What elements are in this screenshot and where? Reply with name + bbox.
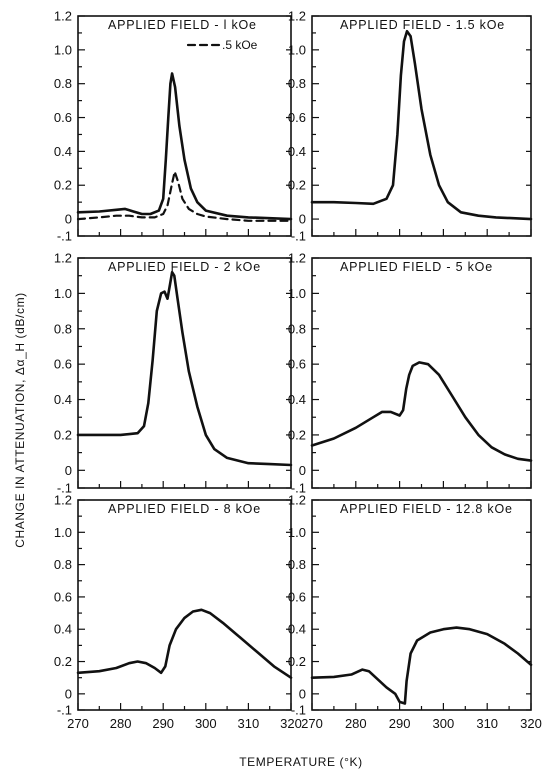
x-tick-label: 300: [195, 716, 217, 731]
y-tick-label: -.1: [57, 703, 72, 718]
y-tick-label: 1.2: [288, 493, 306, 508]
y-tick-label: 1.2: [288, 251, 306, 266]
y-tick-label: 0: [65, 212, 72, 227]
y-tick-label: 1.0: [288, 525, 306, 540]
y-tick-label: 0.8: [54, 557, 72, 572]
panel-5: -.1 0 0.2 0.4 0.6 0.8 1.0 1.2 270 280 290 300 310 320…: [54, 493, 302, 732]
panel-6: -.1 0 0.2 0.4 0.6 0.8 1.0 1.2 270 280 290 300 310 320…: [288, 493, 542, 732]
y-tick-label: 1.0: [288, 42, 306, 57]
x-tick-label: 310: [476, 716, 498, 731]
y-tick-label: 0.2: [288, 427, 306, 442]
panel-title: APPLIED FIELD - 12.8 kOe: [340, 502, 513, 516]
x-tick-label: 300: [433, 716, 455, 731]
y-tick-label: 1.0: [288, 286, 306, 301]
x-tick-label: 280: [110, 716, 132, 731]
y-tick-label: 0.6: [54, 589, 72, 604]
y-tick-label: 1.2: [288, 9, 306, 24]
y-tick-label: -.1: [291, 481, 306, 496]
y-tick-label: 0.2: [288, 654, 306, 669]
panel-frame: [311, 257, 532, 489]
y-tick-label: 0.6: [54, 110, 72, 125]
y-tick-label: 0.8: [288, 321, 306, 336]
y-tick-label: -.1: [57, 229, 72, 244]
y-tick-label: 0.2: [288, 178, 306, 193]
panel-title: APPLIED FIELD - 1.5 kOe: [340, 18, 505, 32]
y-tick-label: 0.4: [54, 392, 72, 407]
y-tick-label: 0.4: [288, 622, 306, 637]
y-tick-label: 0: [299, 686, 306, 701]
x-tick-label: 290: [389, 716, 411, 731]
y-tick-label: 0: [299, 212, 306, 227]
series-line: [76, 270, 293, 467]
y-tick-label: 1.0: [54, 42, 72, 57]
y-tick-label: 0.8: [54, 321, 72, 336]
y-tick-label: 0.6: [54, 357, 72, 372]
x-tick-label: 270: [67, 716, 89, 731]
panel-title: APPLIED FIELD - 5 kOe: [340, 260, 493, 274]
y-tick-label: 0.4: [288, 144, 306, 159]
series-line: [310, 29, 533, 221]
x-tick-label: 310: [238, 716, 260, 731]
x-axis-label: TEMPERATURE (°K): [239, 755, 363, 769]
y-tick-label: -.1: [57, 481, 72, 496]
panel-3: -.1 0 0.2 0.4 0.6 0.8 1.0 1.2 APPLIED FIELD - 2 …: [54, 251, 293, 496]
panel-4: -.1 0 0.2 0.4 0.6 0.8 1.0 1.2 APPLIED FIELD - 5 …: [288, 251, 533, 496]
panel-title: APPLIED FIELD - 8 kOe: [108, 502, 261, 516]
panel-title: APPLIED FIELD - 2 kOe: [108, 260, 261, 274]
panel-1: -.1 0 0.2 0.4 0.6 0.8 1.0 1.2 APPLIED FIELD - l …: [54, 9, 293, 244]
y-tick-label: 0.4: [54, 144, 72, 159]
x-tick-label: 270: [301, 716, 323, 731]
y-tick-label: 0.6: [288, 110, 306, 125]
y-tick-label: 0.4: [54, 622, 72, 637]
y-tick-label: 1.2: [54, 251, 72, 266]
y-tick-label: 1.2: [54, 9, 72, 24]
panel-frame: [77, 257, 292, 489]
y-tick-label: 0.8: [288, 557, 306, 572]
y-tick-label: 0.2: [54, 654, 72, 669]
series-line-dashed: [76, 170, 293, 222]
y-tick-label: 0.8: [288, 76, 306, 91]
series-line: [76, 72, 293, 221]
y-tick-label: 0.2: [54, 178, 72, 193]
series-line: [310, 361, 533, 462]
y-tick-label: 1.0: [54, 286, 72, 301]
y-tick-label: 0.6: [288, 589, 306, 604]
series-line: [310, 626, 533, 705]
y-tick-label: -.1: [291, 703, 306, 718]
legend-label: .5 kOe: [222, 38, 258, 52]
y-tick-label: 1.0: [54, 525, 72, 540]
y-axis-label: CHANGE IN ATTENUATION, Δα_H (dB/cm): [13, 292, 27, 548]
y-tick-label: 0: [299, 463, 306, 478]
x-tick-label: 280: [345, 716, 367, 731]
panel-frame: [77, 499, 292, 711]
series-line: [76, 608, 293, 679]
panel-frame: [311, 499, 532, 711]
y-tick-label: 0.4: [288, 392, 306, 407]
x-tick-label: 320: [520, 716, 542, 731]
x-tick-label: 290: [152, 716, 174, 731]
y-tick-label: 1.2: [54, 493, 72, 508]
panel-title: APPLIED FIELD - l kOe: [108, 18, 257, 32]
y-tick-label: 0.2: [54, 427, 72, 442]
y-tick-label: 0: [65, 463, 72, 478]
y-tick-label: 0.8: [54, 76, 72, 91]
x-tick-label: 320: [280, 716, 302, 731]
y-tick-label: -.1: [291, 229, 306, 244]
y-tick-label: 0.6: [288, 357, 306, 372]
y-tick-label: 0: [65, 686, 72, 701]
panel-2: -.1 0 0.2 0.4 0.6 0.8 1.0 1.2 APPLIED FIELD - 1.…: [288, 9, 533, 244]
